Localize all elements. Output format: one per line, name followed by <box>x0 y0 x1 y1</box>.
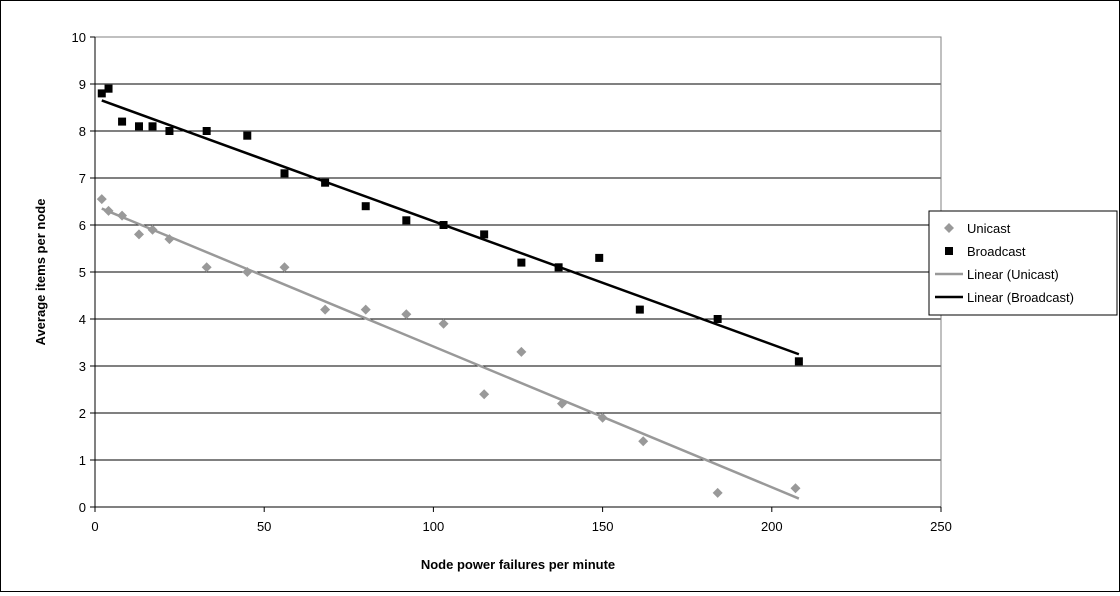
broadcast-point <box>97 89 106 98</box>
unicast-point <box>438 318 449 329</box>
legend-label-unicast: Unicast <box>967 221 1011 236</box>
y-axis-title: Average items per node <box>33 199 48 346</box>
unicast-point <box>117 210 128 221</box>
broadcast-point <box>134 122 143 131</box>
data-markers <box>96 84 803 498</box>
axes <box>90 36 942 512</box>
broadcast-point <box>517 258 526 267</box>
x-tick-label: 50 <box>257 519 271 534</box>
x-tick-label: 150 <box>592 519 614 534</box>
legend-swatch-broadcast <box>945 247 953 255</box>
unicast-point <box>790 483 801 494</box>
broadcast-point <box>439 221 448 229</box>
broadcast-point <box>118 117 127 126</box>
legend-label-linear-unicast: Linear (Unicast) <box>967 267 1059 282</box>
broadcast-point <box>202 127 211 135</box>
broadcast-point <box>280 169 289 178</box>
x-axis-title: Node power failures per minute <box>421 557 615 572</box>
y-tick-label: 3 <box>79 359 86 374</box>
unicast-point <box>279 262 290 273</box>
y-tick-label: 4 <box>79 312 86 327</box>
broadcast-point <box>243 131 252 140</box>
y-tick-label: 10 <box>72 30 86 45</box>
broadcast-point <box>104 84 113 93</box>
unicast-point <box>320 304 331 315</box>
x-tick-label: 0 <box>91 519 98 534</box>
broadcast-point <box>148 122 157 131</box>
y-tick-label: 5 <box>79 265 86 280</box>
trendlines <box>101 99 800 500</box>
grid-lines <box>95 36 941 461</box>
broadcast-point <box>595 253 604 262</box>
x-tick-label: 100 <box>423 519 445 534</box>
broadcast-point <box>794 357 803 366</box>
broadcast-point <box>635 305 644 314</box>
broadcast-point <box>713 315 722 323</box>
unicast-point <box>401 309 412 320</box>
unicast-point <box>96 194 107 205</box>
unicast-point <box>712 487 723 498</box>
unicast-point <box>360 304 371 315</box>
y-tick-label: 1 <box>79 453 86 468</box>
y-tick-label: 7 <box>79 171 86 186</box>
unicast-point <box>164 234 175 245</box>
unicast-point <box>133 229 144 240</box>
broadcast-point <box>321 178 330 187</box>
unicast-point <box>242 267 253 277</box>
unicast-point <box>479 389 490 400</box>
legend: Unicast Broadcast Linear (Unicast) Linear (… <box>928 210 1118 316</box>
linear-unicast-line <box>101 207 800 500</box>
y-tick-label: 9 <box>79 77 86 92</box>
y-tick-label: 6 <box>79 218 86 233</box>
legend-label-linear-broadcast: Linear (Broadcast) <box>967 290 1074 305</box>
y-tick-label: 8 <box>79 124 86 139</box>
y-tick-label: 0 <box>79 500 86 515</box>
broadcast-point <box>480 230 489 239</box>
unicast-point <box>103 205 114 216</box>
x-tick-label: 250 <box>930 519 952 534</box>
y-tick-label: 2 <box>79 406 86 421</box>
unicast-point <box>638 436 649 447</box>
unicast-point <box>516 346 527 357</box>
unicast-point <box>201 262 212 273</box>
broadcast-point <box>165 127 174 135</box>
broadcast-point <box>402 216 411 225</box>
unicast-point <box>147 224 158 235</box>
broadcast-point <box>554 263 563 272</box>
legend-label-broadcast: Broadcast <box>967 244 1026 259</box>
x-tick-label: 200 <box>761 519 783 534</box>
broadcast-point <box>361 202 370 211</box>
legend-swatch-unicast <box>944 223 954 233</box>
unicast-point <box>556 398 567 409</box>
linear-broadcast-line <box>101 99 800 356</box>
unicast-point <box>597 412 608 423</box>
